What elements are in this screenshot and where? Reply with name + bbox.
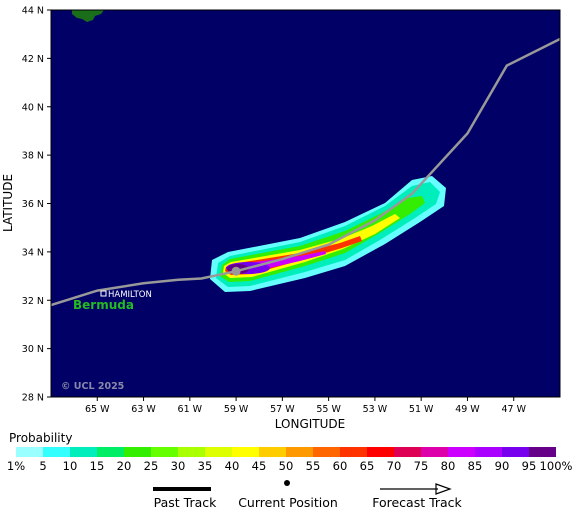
legend-swatch [421,447,448,457]
lat-tick-label: 36 N [22,199,44,210]
legend-swatch [259,447,286,457]
key-past-track: Past Track [150,484,220,510]
legend-label: 50 [278,459,294,473]
legend-swatch [205,447,232,457]
lat-tick-label: 40 N [22,102,44,113]
legend-swatch [529,447,556,457]
forecast-track-label: Forecast Track [372,495,462,510]
legend-swatch [340,447,367,457]
legend-swatch [394,447,421,457]
lat-tick-label: 30 N [22,344,44,355]
hamilton-marker [100,290,107,297]
legend-label: 85 [467,459,483,473]
legend-label: 30 [170,459,186,473]
legend-label: 1% [6,459,26,473]
legend-swatch [97,447,124,457]
key-forecast-track: Forecast Track [368,483,468,510]
storm-track-line [51,37,560,307]
legend-label: 60 [332,459,348,473]
legend-label: 80 [440,459,456,473]
legend-label: 10 [62,459,78,473]
legend-label: 70 [386,459,402,473]
legend-label: 15 [89,459,105,473]
legend-label: 75 [413,459,429,473]
lon-tick-label: 61 W [178,404,203,415]
past-track-line-icon [153,487,211,491]
legend-label: 55 [305,459,321,473]
legend-swatch [70,447,97,457]
x-axis-title: LONGITUDE [275,417,345,431]
lat-tick-label: 42 N [22,54,44,65]
lat-tick-label: 44 N [22,6,44,17]
legend-label: 35 [197,459,213,473]
legend-swatch [502,447,529,457]
legend-label: 25 [143,459,159,473]
legend-color-scale [16,447,556,457]
y-axis-title: LATITUDE [1,174,15,232]
lon-tick-label: 53 W [363,404,388,415]
city-label-hamilton: HAMILTON [108,290,152,300]
longitude-ticks: 65 W 63 W 61 W 59 W 57 W 55 W 53 W 51 W 49 W 47 W [85,397,527,415]
lat-tick-label: 34 N [22,247,44,258]
legend-label: 95 [521,459,537,473]
legend-swatch [43,447,70,457]
lon-tick-label: 49 W [455,404,480,415]
legend-swatch [232,447,259,457]
land-mass-nova-scotia [72,10,104,22]
legend-swatch [367,447,394,457]
lon-tick-label: 65 W [85,404,110,415]
legend-label: 40 [224,459,240,473]
forecast-track-arrow-icon [380,483,452,495]
current-position-label: Current Position [238,495,338,510]
legend-swatch [286,447,313,457]
legend-swatch [475,447,502,457]
lon-tick-label: 55 W [316,404,341,415]
legend-swatch [178,447,205,457]
legend-label: 20 [116,459,132,473]
lon-tick-label: 47 W [501,404,526,415]
legend-label: 100% [539,459,573,473]
island-label-bermuda: Bermuda [73,298,134,312]
legend-swatch [124,447,151,457]
legend-label: 45 [251,459,267,473]
lon-tick-label: 51 W [409,404,434,415]
lat-tick-label: 32 N [22,296,44,307]
lon-tick-label: 59 W [224,404,249,415]
legend-label: 90 [494,459,510,473]
lon-tick-label: 57 W [270,404,295,415]
legend-swatch [16,447,43,457]
ocean-background [51,10,560,397]
lat-tick-label: 28 N [22,393,44,404]
legend-swatch [448,447,475,457]
lon-tick-label: 63 W [131,404,156,415]
lat-tick-label: 38 N [22,151,44,162]
copyright-watermark: © UCL 2025 [61,381,124,392]
past-track-label: Past Track [153,495,217,510]
legend-title: Probability [9,431,73,445]
current-position-dot-icon [284,480,290,486]
latitude-ticks: 44 N 42 N 40 N 38 N 36 N 34 N 32 N 30 N 28 N [22,6,51,404]
legend-label: 65 [359,459,375,473]
current-position-marker [231,266,241,276]
key-current-position: Current Position [238,480,338,510]
legend-label: 5 [39,459,47,473]
legend-swatch [151,447,178,457]
legend-swatch [313,447,340,457]
